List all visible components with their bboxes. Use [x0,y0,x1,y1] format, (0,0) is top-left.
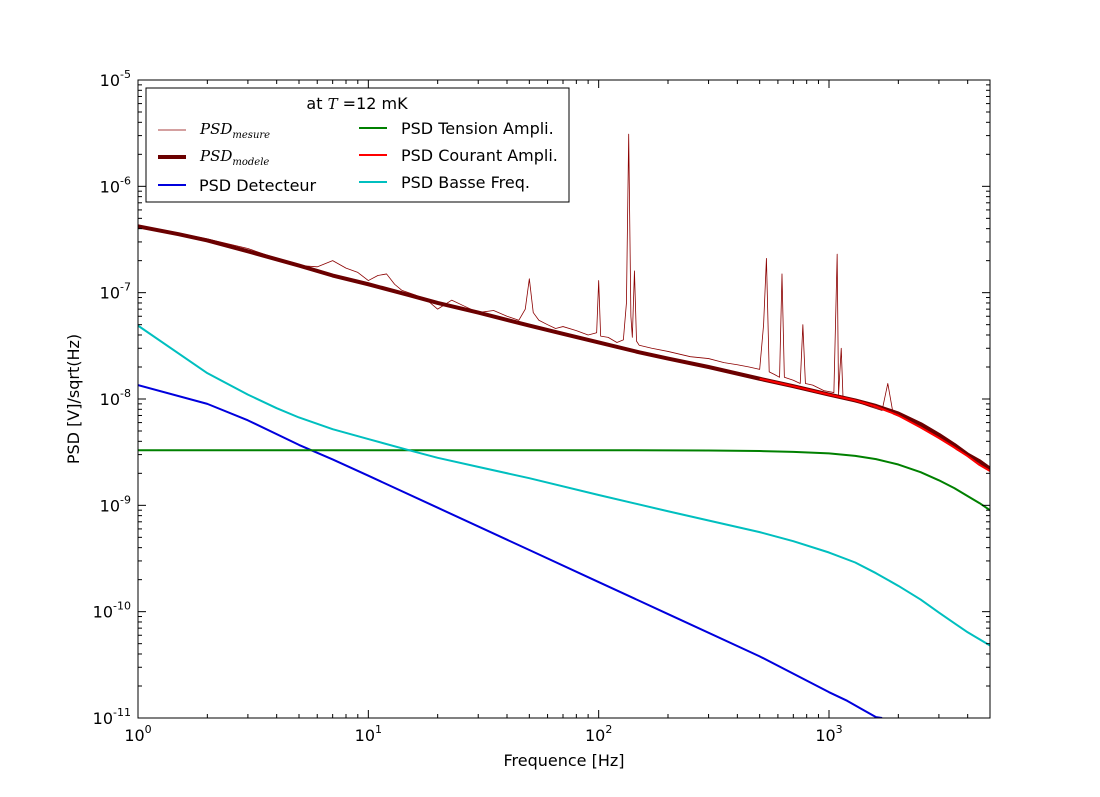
y-tick-label: 10-8 [100,387,131,409]
x-axis-label: Frequence [Hz] [503,751,624,770]
legend-box [145,87,570,203]
y-tick-label: 10-9 [100,493,131,515]
ticks-layer: 100 101 102 103 10-5 10-6 10-7 10-8 10-9 10-10 10-… [93,68,991,745]
series-line-basse [138,324,990,647]
x-tick-label: 103 [815,723,842,745]
series-line-modele [138,224,990,471]
legend-label-tension: PSD Tension Ampli. [401,119,554,138]
x-tick-label: 100 [124,723,151,745]
series-line-courant [759,377,990,472]
legend-title: at T =12 mK [306,94,408,113]
x-tick-label: 101 [355,723,382,745]
legend-label-modele: PSDmodele [199,147,269,168]
legend-label-courant: PSD Courant Ampli. [401,146,558,165]
series-line-detecteur [138,384,883,718]
legend-label-basse: PSD Basse Freq. [401,173,530,192]
y-tick-label: 10-7 [100,281,131,303]
series-line-tension [138,449,990,512]
y-axis-label: PSD [V]/sqrt(Hz) [64,334,83,464]
y-tick-label: 10-10 [93,600,131,622]
legend-label-detecteur: PSD Detecteur [199,176,317,195]
legend: at T =12 mK PSDmesure PSDmodele PSD Dete… [145,87,570,203]
x-tick-label: 102 [585,723,612,745]
y-tick-label: 10-11 [93,706,131,728]
legend-label-mesure: PSDmesure [199,120,270,141]
series-layer [138,133,990,718]
y-tick-label: 10-5 [100,68,131,90]
y-tick-label: 10-6 [100,174,131,196]
